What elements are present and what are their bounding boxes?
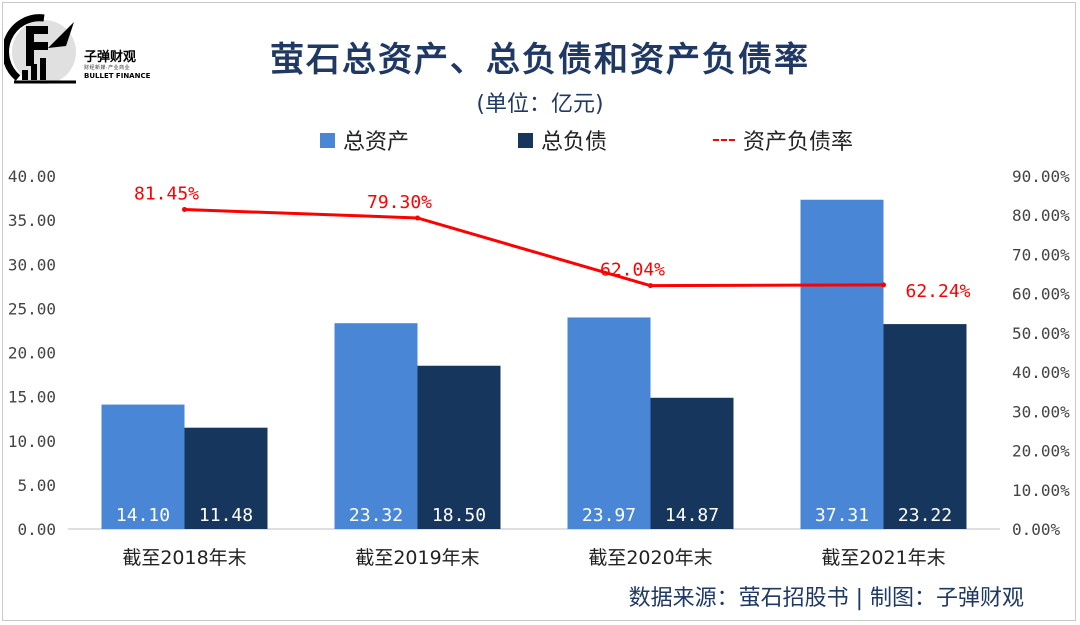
right-axis-tick-label: 30.00%	[1012, 402, 1070, 421]
right-axis-tick-label: 80.00%	[1012, 206, 1070, 225]
left-axis-tick-label: 40.00	[8, 167, 56, 186]
bar-total-assets	[101, 404, 185, 529]
bar-total-liabilities	[184, 427, 268, 529]
bar-value-label: 14.10	[116, 505, 170, 526]
left-axis-tick-label: 35.00	[8, 211, 56, 230]
debt-ratio-value-label: 62.04%	[600, 260, 665, 281]
bar-value-label: 14.87	[665, 505, 719, 526]
logo-tagline: 财经新媒·产业商业	[84, 65, 131, 71]
right-axis-tick-label: 10.00%	[1012, 481, 1070, 500]
bar-value-label: 23.22	[898, 505, 952, 526]
right-axis-tick-label: 0.00%	[1012, 520, 1061, 539]
bar-total-assets	[800, 199, 884, 529]
debt-ratio-point	[648, 283, 653, 289]
left-axis-tick-label: 5.00	[17, 476, 56, 495]
bar-total-assets	[334, 323, 418, 529]
bar-total-liabilities	[883, 324, 967, 529]
legend-swatch	[320, 132, 335, 148]
chart-legend: 总资产 总负债 资产负债率	[0, 124, 1080, 156]
right-axis-tick-label: 90.00%	[1012, 167, 1070, 186]
chart-subtitle: (单位：亿元)	[476, 92, 604, 117]
bar-total-assets	[567, 317, 651, 529]
logo-english: BULLET FINANCE	[84, 72, 151, 80]
debt-ratio-value-label: 79.30%	[367, 192, 432, 213]
legend-swatch	[518, 132, 533, 148]
debt-ratio-point	[415, 215, 420, 221]
bar-total-liabilities	[650, 397, 734, 529]
x-axis-category-label: 截至2019年末	[355, 547, 479, 569]
debt-ratio-line	[184, 208, 884, 288]
debt-ratio-value-label: 62.24%	[906, 281, 971, 302]
bar-total-liabilities	[417, 365, 501, 529]
chart-title: 萤石总资产、总负债和资产负债率	[270, 40, 810, 80]
left-axis-tick-label: 20.00	[8, 344, 56, 363]
legend-item-total-liabilities: 总负债	[518, 124, 607, 156]
right-axis-tick-label: 60.00%	[1012, 285, 1070, 304]
debt-ratio-point	[182, 207, 187, 213]
debt-ratio-value-label: 81.45%	[134, 184, 199, 205]
x-axis-category-label: 截至2021年末	[821, 547, 945, 569]
legend-label: 资产负债率	[743, 130, 854, 155]
right-axis-tick-label: 70.00%	[1012, 245, 1070, 264]
bar-value-label: 37.31	[815, 505, 869, 526]
bar-value-label: 11.48	[199, 505, 253, 526]
right-axis-tick-label: 20.00%	[1012, 442, 1070, 461]
logo-name: 子弹财观	[84, 50, 137, 65]
right-axis-tick-label: 40.00%	[1012, 363, 1070, 382]
x-axis-category-label: 截至2020年末	[588, 547, 712, 569]
legend-item-total-assets: 总资产	[320, 124, 409, 156]
left-axis-tick-label: 25.00	[8, 299, 56, 318]
legend-item-debt-ratio: 资产负债率	[713, 124, 853, 156]
bullet-logo-icon	[2, 14, 76, 84]
bar-value-label: 18.50	[432, 505, 486, 526]
debt-ratio-point	[881, 282, 886, 288]
left-axis-tick-label: 15.00	[8, 388, 56, 407]
left-axis-tick-label: 30.00	[8, 255, 56, 274]
legend-label: 总资产	[343, 130, 410, 155]
bar-value-label: 23.97	[582, 505, 636, 526]
legend-swatch-line	[713, 139, 735, 141]
left-axis-tick-label: 10.00	[8, 432, 56, 451]
x-axis-category-label: 截至2018年末	[122, 547, 246, 569]
brand-logo: 子弹财观 财经新媒·产业商业 BULLET FINANCE	[2, 8, 174, 88]
right-axis-tick-label: 50.00%	[1012, 324, 1070, 343]
source-note: 数据来源：萤石招股书 | 制图：子弹财观	[628, 586, 1024, 611]
bar-value-label: 23.32	[349, 505, 403, 526]
left-axis-tick-label: 0.00	[17, 520, 56, 539]
legend-label: 总负债	[541, 130, 608, 155]
